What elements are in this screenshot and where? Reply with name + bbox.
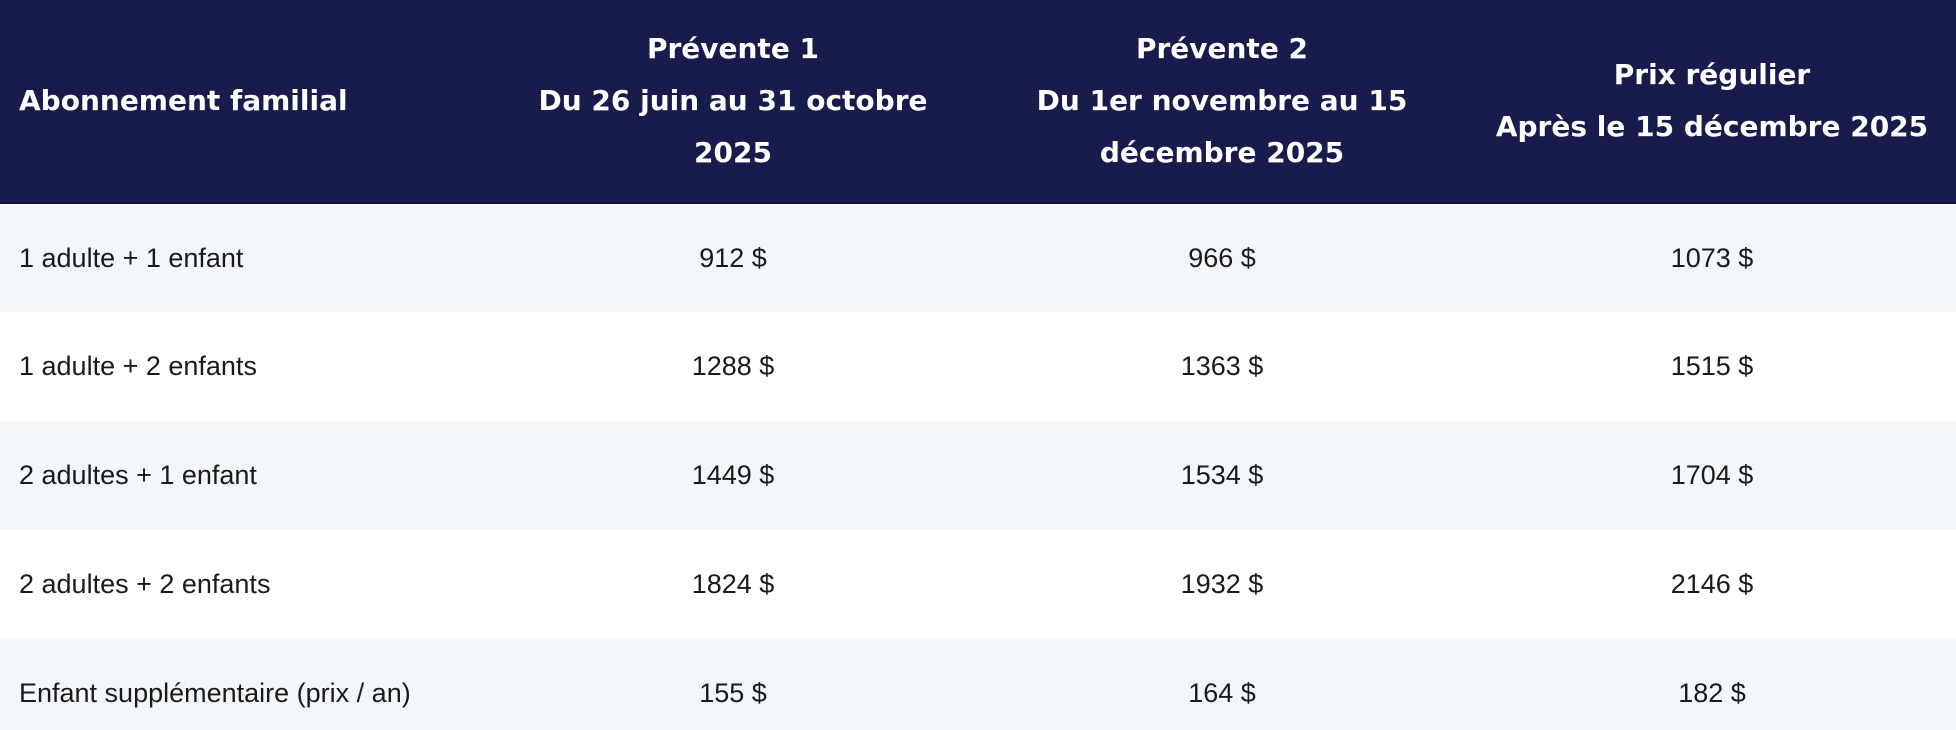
header-presale-2-dates-end: décembre 2025 <box>1099 136 1345 169</box>
table-body: 1 adulte + 1 enfant 912 $ 966 $ 1073 $ 1… <box>0 203 1956 730</box>
price-presale-1: 1449 $ <box>691 460 775 490</box>
price-regular: 2146 $ <box>1670 569 1754 599</box>
table-row: 2 adultes + 1 enfant 1449 $ 1534 $ 1704 … <box>0 421 1956 530</box>
table-row: 2 adultes + 2 enfants 1824 $ 1932 $ 2146… <box>0 530 1956 639</box>
price-presale-1: 1824 $ <box>691 569 775 599</box>
price-presale-1: 912 $ <box>699 242 767 273</box>
price-regular: 1515 $ <box>1670 351 1754 381</box>
price-regular: 182 $ <box>1678 678 1746 708</box>
price-presale-1: 1288 $ <box>691 351 775 381</box>
row-label: 1 adulte + 2 enfants <box>19 351 257 381</box>
header-presale-2: Prévente 2 Du 1er novembre au 15 décembr… <box>976 0 1468 204</box>
price-presale-2: 1932 $ <box>1180 569 1264 599</box>
price-presale-2: 164 $ <box>1188 678 1256 708</box>
header-family-plan: Abonnement familial <box>0 0 490 204</box>
table-header: Abonnement familial Prévente 1 Du 26 jui… <box>0 0 1956 204</box>
header-presale-2-title: Prévente 2 <box>1135 32 1309 65</box>
table-row: 1 adulte + 1 enfant 912 $ 966 $ 1073 $ <box>0 203 1956 312</box>
header-presale-2-dates: Du 1er novembre au 15 <box>1036 84 1408 117</box>
price-presale-2: 1363 $ <box>1180 351 1264 381</box>
price-presale-2: 966 $ <box>1188 242 1256 273</box>
header-regular-price-title: Prix régulier <box>1613 58 1811 91</box>
row-label: 1 adulte + 1 enfant <box>19 242 244 273</box>
price-presale-2: 1534 $ <box>1180 460 1264 490</box>
header-regular-price-dates: Après le 15 décembre 2025 <box>1495 110 1929 143</box>
header-regular-price: Prix régulier Après le 15 décembre 2025 <box>1468 0 1956 204</box>
price-regular: 1073 $ <box>1670 242 1754 273</box>
row-label: 2 adultes + 2 enfants <box>19 569 271 599</box>
header-presale-1: Prévente 1 Du 26 juin au 31 octobre 2025 <box>490 0 976 204</box>
price-regular: 1704 $ <box>1670 460 1754 490</box>
header-row: Abonnement familial Prévente 1 Du 26 jui… <box>0 0 1956 204</box>
row-label: 2 adultes + 1 enfant <box>19 460 257 490</box>
header-presale-1-year: 2025 <box>694 136 772 169</box>
table-row: Enfant supplémentaire (prix / an) 155 $ … <box>0 639 1956 730</box>
header-presale-1-title: Prévente 1 <box>646 32 820 65</box>
price-presale-1: 155 $ <box>699 678 767 708</box>
table-row: 1 adulte + 2 enfants 1288 $ 1363 $ 1515 … <box>0 312 1956 421</box>
header-family-plan-label: Abonnement familial <box>19 84 348 117</box>
row-label: Enfant supplémentaire (prix / an) <box>19 678 411 708</box>
header-presale-1-dates: Du 26 juin au 31 octobre <box>538 84 928 117</box>
